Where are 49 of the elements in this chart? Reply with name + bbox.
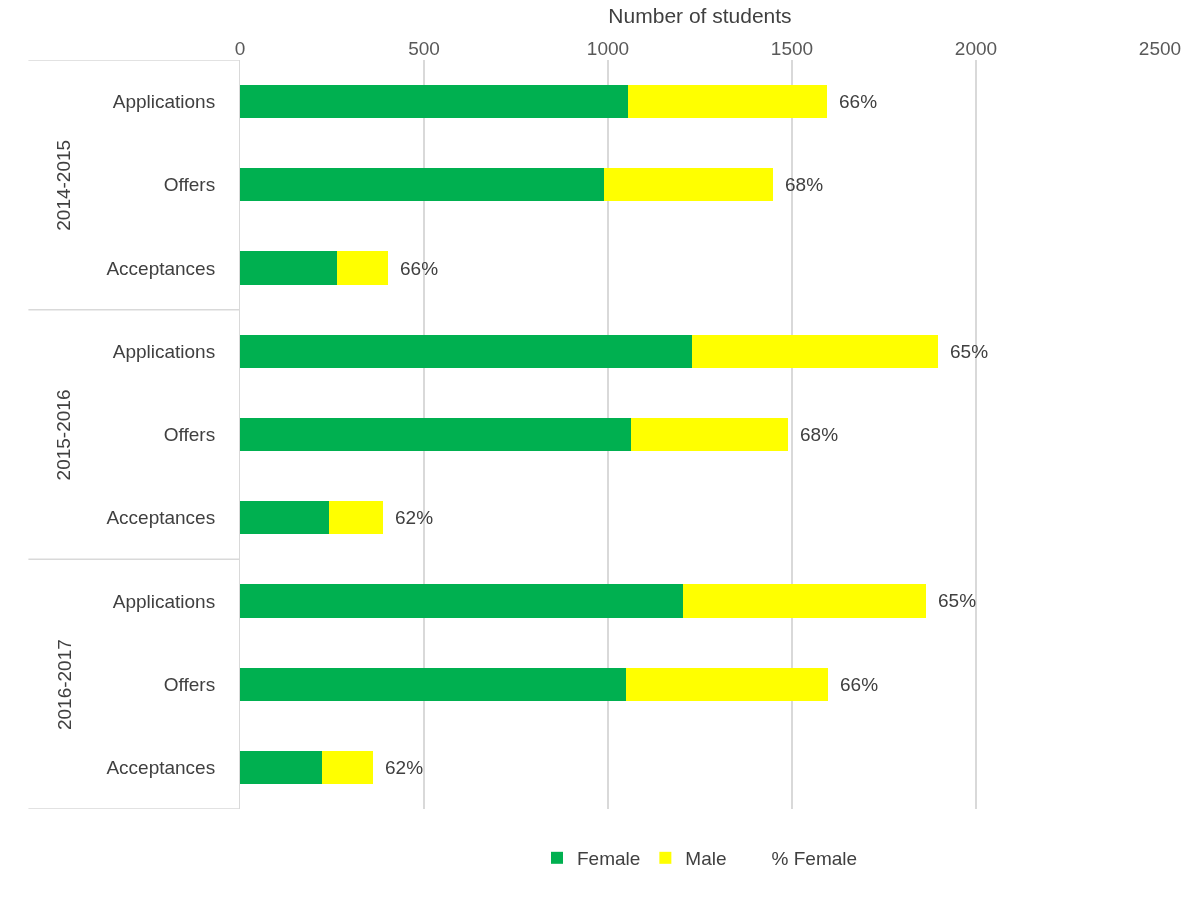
bar — [240, 168, 604, 202]
y-tick-label: Applications — [112, 340, 216, 362]
y-tick-label: Acceptances — [106, 757, 216, 779]
bar — [336, 251, 388, 285]
text: 66% — [840, 674, 879, 695]
bar — [240, 750, 323, 785]
bar — [240, 417, 631, 452]
bar — [240, 667, 627, 701]
text: % Female — [771, 848, 858, 870]
bar — [603, 168, 773, 202]
y-tick-label: Applications — [112, 590, 216, 612]
y-tick-label: Acceptances — [106, 257, 216, 279]
bar — [240, 84, 628, 119]
bar — [626, 667, 829, 701]
bar — [240, 584, 683, 618]
y-tick-label: Offers — [163, 174, 216, 196]
x-tick-label: 1000 — [586, 38, 630, 60]
bar — [240, 501, 330, 535]
legend-label: Male — [685, 848, 727, 870]
x-tick-label: 500 — [408, 38, 440, 60]
bar — [329, 501, 383, 535]
text: 66% — [400, 258, 439, 279]
text: 2015-2016 — [53, 389, 75, 481]
x-axis-title: Number of students — [608, 4, 792, 28]
bar — [682, 584, 926, 618]
text: 62% — [395, 507, 434, 528]
text: 2014-2015 — [53, 139, 75, 231]
y-tick-label: Offers — [163, 424, 216, 446]
y-tick-label: Applications — [112, 91, 216, 113]
text: 66% — [839, 91, 878, 112]
bar — [630, 417, 789, 452]
text: 65% — [938, 590, 977, 611]
text: 62% — [385, 757, 424, 778]
bar — [691, 334, 938, 368]
bar — [627, 84, 828, 119]
x-tick-label: 1500 — [770, 38, 814, 60]
legend-label: Female — [577, 848, 641, 870]
x-tick-label: 0 — [234, 38, 246, 60]
bar — [322, 750, 373, 785]
text: 68% — [800, 424, 839, 445]
bar — [240, 251, 337, 285]
text: 68% — [785, 174, 824, 195]
x-tick-label: 2000 — [954, 38, 998, 60]
text: 2016-2017 — [53, 639, 75, 731]
text: 65% — [950, 341, 989, 362]
y-tick-label: Offers — [163, 673, 216, 695]
y-tick-label: Acceptances — [106, 507, 216, 529]
x-tick-label: 2500 — [1138, 38, 1182, 60]
bar — [240, 334, 692, 368]
